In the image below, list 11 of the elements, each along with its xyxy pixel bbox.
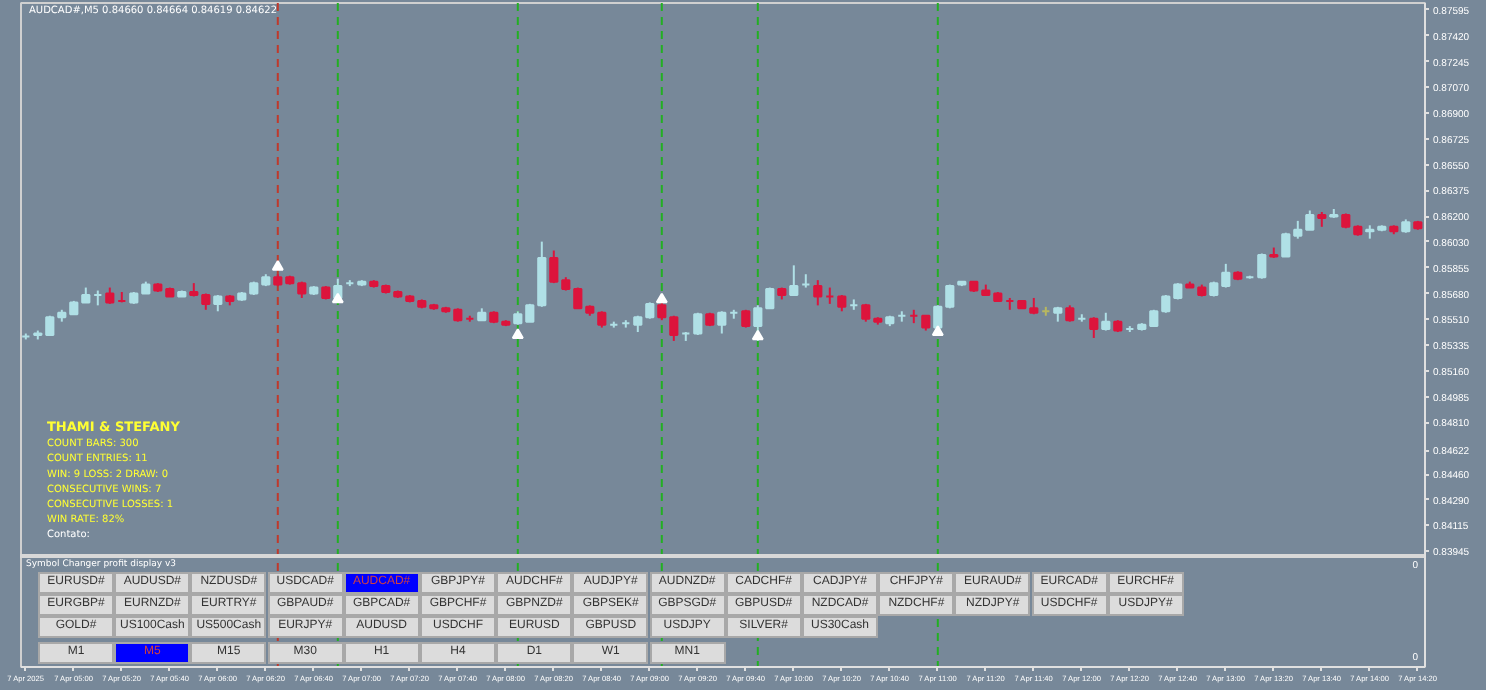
point bbox=[331, 292, 344, 304]
candlestick bbox=[789, 264, 799, 296]
candlestick bbox=[1257, 252, 1267, 280]
candlestick bbox=[1089, 316, 1099, 339]
point bbox=[511, 328, 524, 339]
point bbox=[655, 292, 668, 304]
point bbox=[931, 325, 944, 336]
candlestick bbox=[717, 310, 727, 335]
point bbox=[751, 329, 764, 341]
candlestick bbox=[813, 279, 823, 307]
point bbox=[271, 260, 284, 271]
